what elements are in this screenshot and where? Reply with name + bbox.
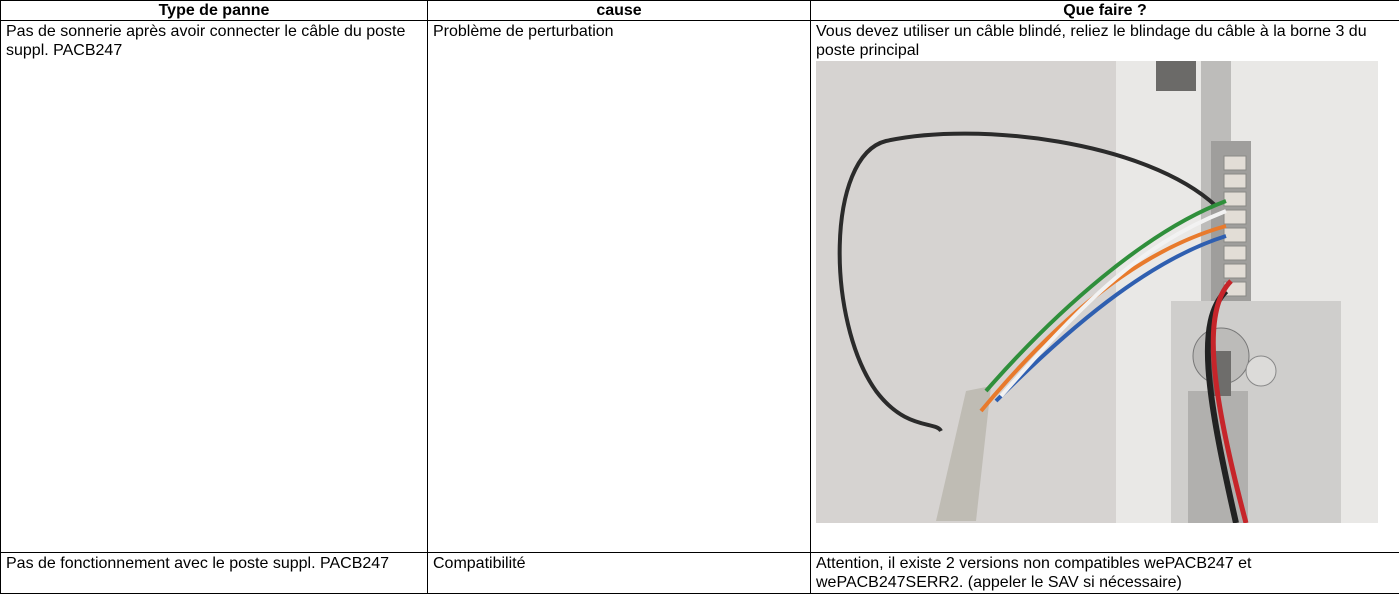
row: Pas de sonnerie après avoir connecter le… <box>0 20 1399 553</box>
cell-text: Problème de perturbation <box>433 23 614 40</box>
cell: Attention, il existe 2 versions non comp… <box>810 552 1399 594</box>
header-cell: Type de panne <box>0 0 428 21</box>
header-cell: Que faire ? <box>810 0 1399 21</box>
cell: Problème de perturbation <box>427 20 811 553</box>
cell-text: Vous devez utiliser un câble blindé, rel… <box>816 23 1367 59</box>
header-row: Type de panne cause Que faire ? <box>0 0 1399 21</box>
header-cell: cause <box>427 0 811 21</box>
cell-text: Compatibilité <box>433 555 526 572</box>
cell: Compatibilité <box>427 552 811 594</box>
cell: Pas de sonnerie après avoir connecter le… <box>0 20 428 553</box>
cell-text: Pas de fonctionnement avec le poste supp… <box>6 555 390 572</box>
cell: Vous devez utiliser un câble blindé, rel… <box>810 20 1399 553</box>
photo <box>816 61 1378 523</box>
cell: Pas de fonctionnement avec le poste supp… <box>0 552 428 594</box>
row: Pas de fonctionnement avec le poste supp… <box>0 552 1399 594</box>
cell-text: Attention, il existe 2 versions non comp… <box>816 555 1252 591</box>
cell-text: Pas de sonnerie après avoir connecter le… <box>6 23 406 59</box>
